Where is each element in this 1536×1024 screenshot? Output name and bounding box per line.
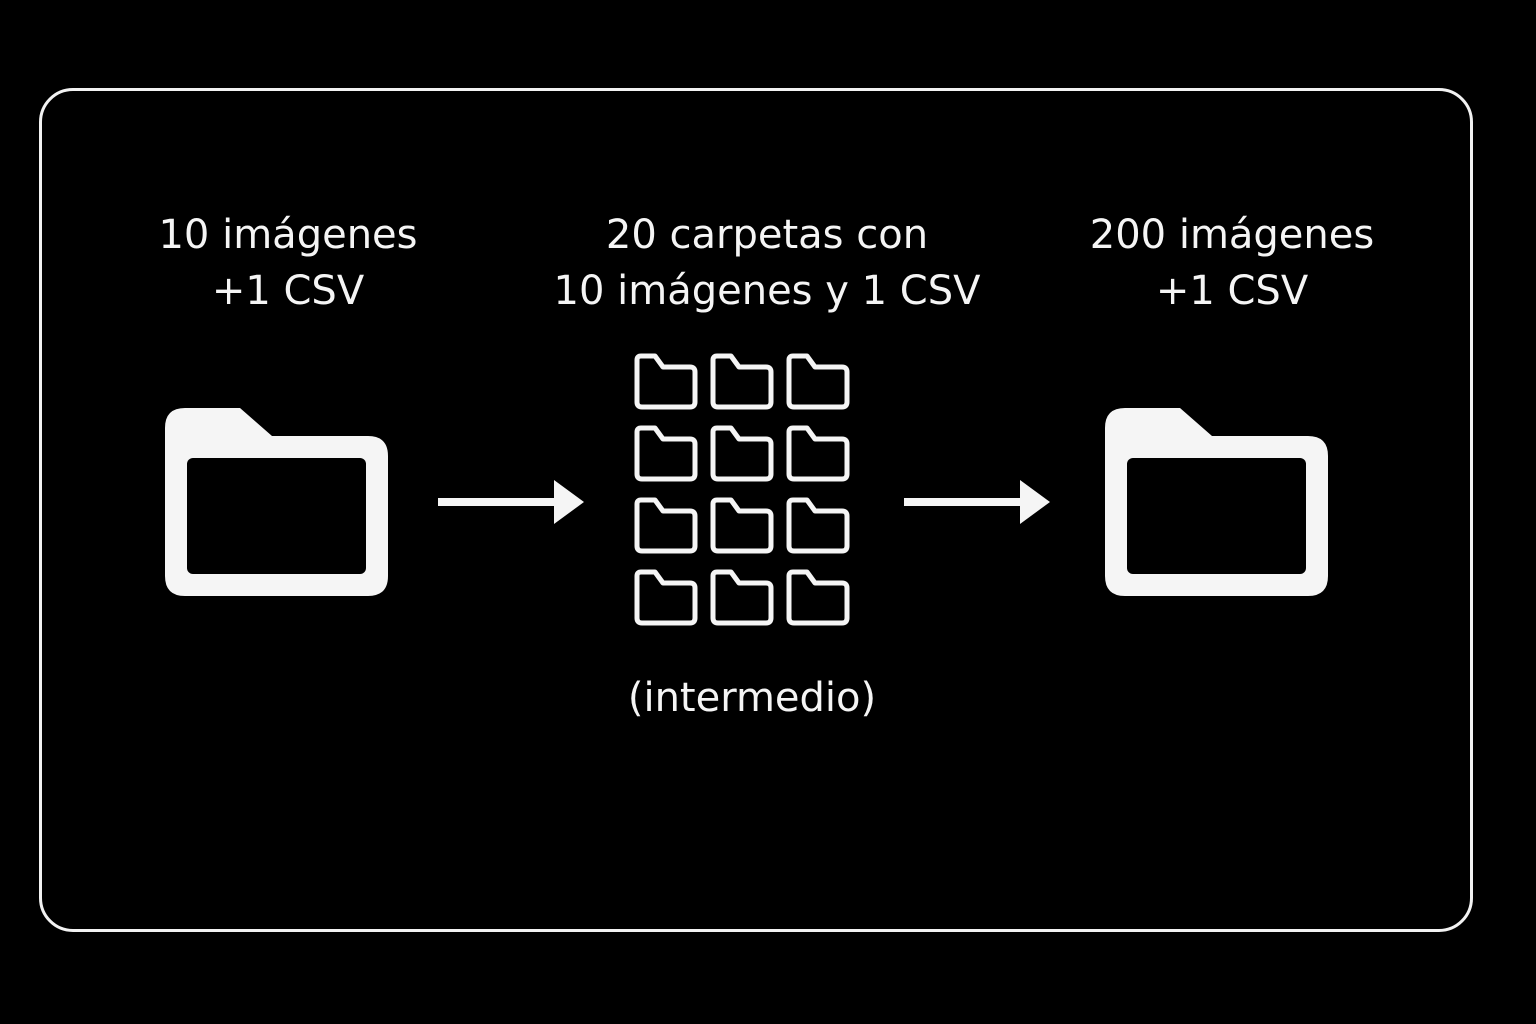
diagram-frame <box>39 88 1473 932</box>
source-label-line1: 10 imágenes <box>158 212 418 258</box>
source-label: 10 imágenes +1 CSV <box>88 207 488 319</box>
intermediate-label: 20 carpetas con 10 imágenes y 1 CSV <box>517 207 1017 319</box>
intermediate-label-line2: 10 imágenes y 1 CSV <box>553 268 981 314</box>
result-label-line1: 200 imágenes <box>1089 212 1375 258</box>
intermediate-caption: (intermedio) <box>627 675 877 721</box>
intermediate-label-line1: 20 carpetas con <box>605 212 929 258</box>
result-label-line2: +1 CSV <box>1155 268 1309 314</box>
result-label: 200 imágenes +1 CSV <box>1032 207 1432 319</box>
source-label-line2: +1 CSV <box>211 268 365 314</box>
